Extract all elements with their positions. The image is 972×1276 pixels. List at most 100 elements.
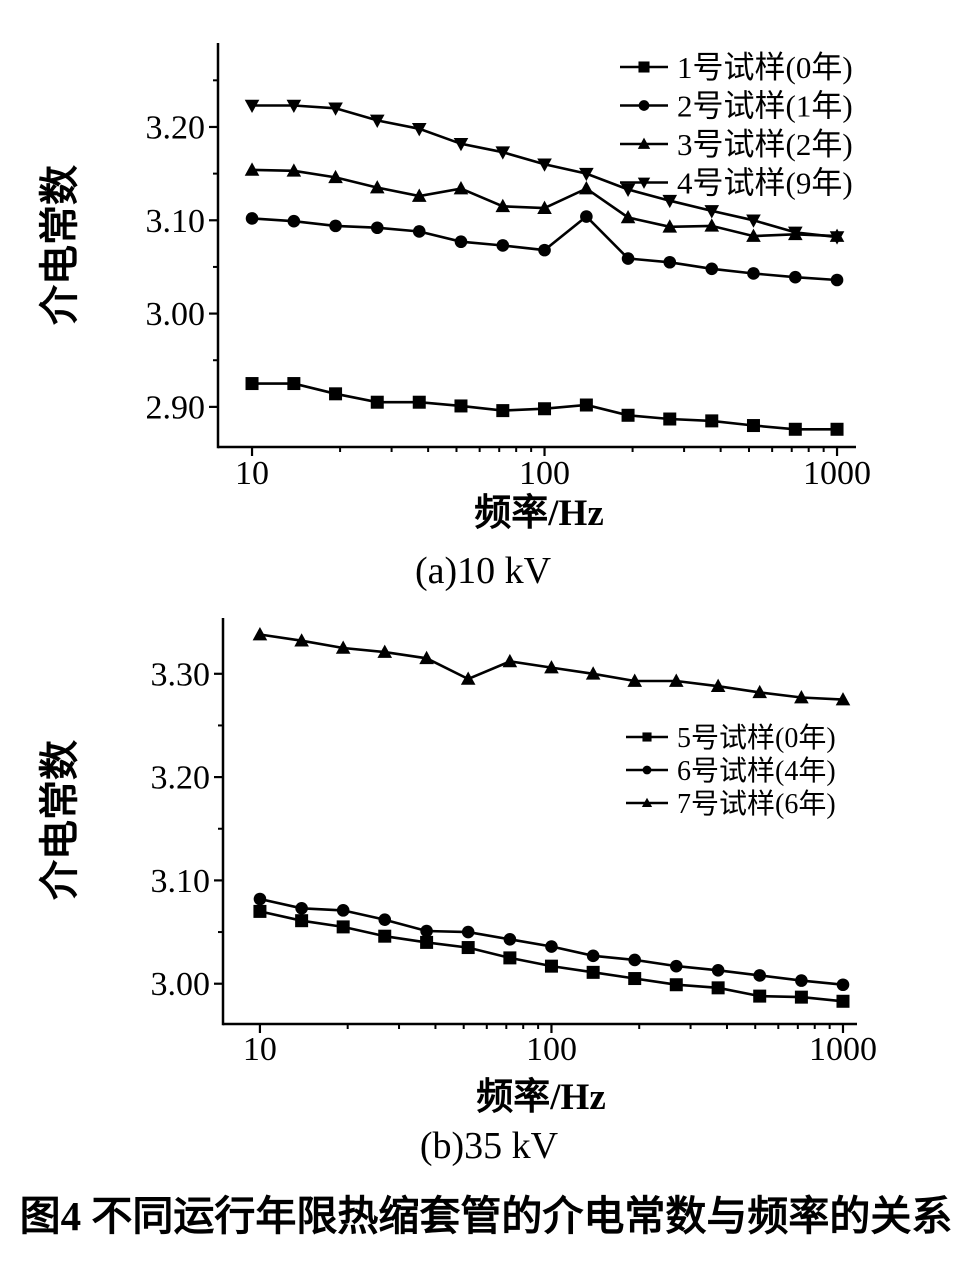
triangle-down-marker-series-4 (704, 205, 720, 219)
triangle-down-marker-series-4 (411, 123, 427, 137)
circle-marker-series-2 (580, 210, 593, 223)
x-tick-label: 10 (243, 1031, 277, 1068)
legend-item-4: 4号试样(9年) (620, 165, 853, 200)
circle-marker-series-2 (836, 978, 850, 992)
circle-marker-series-2 (586, 949, 600, 963)
square-marker-series-1 (454, 399, 468, 413)
triangle-up-marker-series-3 (252, 627, 268, 641)
triangle-up-marker-series-3 (585, 666, 601, 680)
circle-marker-series-2 (503, 932, 517, 946)
legend-label: 4号试样(9年) (677, 165, 853, 200)
chart-a: 10 100 1000 2.90 3.00 3.10 3.20 1号试样(0年)2号试样(1年… (146, 43, 871, 492)
square-marker-series-1 (503, 951, 517, 965)
triangle-up-marker-series-3 (377, 644, 393, 658)
y-tick-label: 3.00 (146, 296, 206, 333)
circle-marker-series-2 (711, 963, 725, 977)
triangle-up-marker-series-3 (286, 163, 302, 177)
circle-marker-series-2 (545, 940, 558, 953)
triangle-up-marker-series-3 (244, 162, 260, 176)
square-marker-series-1 (788, 422, 802, 436)
circle-marker-series-2 (287, 214, 301, 228)
chart-b-y-axis-label: 介电常数 (37, 740, 82, 900)
triangle-up-marker-series-3 (579, 181, 594, 195)
circle-marker-series-2 (663, 255, 677, 269)
circle-marker-series-2 (420, 924, 433, 938)
triangle-up-marker-series-3 (662, 219, 678, 233)
circle-marker-series-2 (295, 901, 308, 915)
triangle-down-marker-series-4 (453, 137, 469, 152)
legend-label: 3号试样(2年) (677, 127, 853, 162)
chart-a-caption: (a)10 kV (414, 550, 552, 592)
square-marker-legend (638, 61, 650, 73)
square-marker-series-1 (794, 990, 808, 1004)
square-marker-series-1 (329, 387, 343, 401)
circle-marker-legend (638, 100, 650, 111)
square-marker-series-1 (586, 965, 600, 979)
triangle-down-marker-series-4 (746, 214, 761, 228)
triangle-down-marker-legend (637, 177, 651, 189)
chart-a-y-axis-label: 介电常数 (37, 165, 82, 325)
legend-item-1: 1号试样(0年) (620, 50, 853, 85)
circle-marker-series-2 (336, 904, 350, 917)
x-tick-label: 100 (526, 1031, 577, 1068)
square-marker-series-1 (544, 959, 558, 973)
triangle-up-marker-legend (637, 137, 651, 149)
triangle-up-marker-series-3 (544, 660, 559, 674)
square-marker-series-1 (663, 412, 677, 426)
triangle-up-marker-series-3 (335, 640, 351, 654)
legend-item-3: 3号试样(2年) (620, 127, 853, 162)
square-marker-series-1 (370, 395, 384, 409)
chart-b-caption: (b)35 kV (419, 1125, 559, 1167)
legend-label: 6号试样(4年) (677, 755, 836, 787)
square-marker-series-1 (711, 981, 725, 995)
x-tick-label: 1000 (803, 455, 871, 492)
triangle-up-marker-series-3 (627, 673, 643, 687)
triangle-down-marker-series-4 (579, 167, 594, 182)
x-tick-label: 10 (235, 455, 269, 492)
triangle-up-marker-series-3 (620, 209, 636, 224)
triangle-down-marker-series-4 (788, 226, 803, 240)
triangle-up-marker-series-3 (294, 633, 309, 647)
square-marker-series-1 (295, 914, 309, 928)
circle-marker-series-2 (461, 925, 475, 939)
square-marker-series-1 (412, 395, 426, 409)
triangle-up-marker-series-3 (453, 181, 469, 195)
chart-b: 10 100 1000 3.00 3.10 3.20 3.30 5号试样(0年)6号试样(4年… (151, 618, 877, 1068)
y-tick-label: 3.20 (146, 109, 206, 146)
square-marker-legend (642, 732, 652, 742)
legend-label: 7号试样(6年) (677, 788, 836, 820)
triangle-up-marker-series-3 (704, 218, 720, 232)
circle-marker-series-2 (621, 252, 635, 265)
y-tick-label: 3.10 (151, 863, 211, 900)
triangle-down-marker-series-4 (369, 114, 385, 128)
circle-marker-series-2 (795, 974, 808, 987)
square-marker-series-1 (830, 422, 844, 436)
y-tick-label: 3.30 (151, 656, 211, 693)
legend-item-3: 7号试样(6年) (626, 788, 836, 820)
triangle-down-marker-series-4 (829, 231, 845, 245)
chart-a-x-axis-label: 频率/Hz (474, 493, 604, 534)
triangle-up-marker-series-3 (495, 198, 511, 213)
triangle-down-marker-series-4 (620, 183, 636, 197)
legend-item-1: 5号试样(0年) (626, 722, 836, 754)
circle-marker-series-2 (245, 212, 259, 225)
square-marker-series-1 (245, 377, 259, 391)
square-marker-series-1 (621, 408, 635, 422)
square-marker-series-1 (461, 941, 475, 955)
square-marker-series-1 (746, 419, 760, 433)
y-tick-label: 2.90 (146, 389, 206, 426)
legend-label: 1号试样(0年) (677, 50, 853, 85)
square-marker-series-1 (253, 904, 267, 918)
square-marker-series-1 (705, 414, 719, 428)
triangle-down-marker-series-4 (244, 99, 260, 114)
square-marker-series-1 (336, 920, 350, 934)
triangle-up-marker-series-3 (419, 650, 434, 665)
circle-marker-series-2 (496, 239, 510, 252)
triangle-up-marker-series-3 (835, 692, 851, 706)
triangle-down-marker-series-4 (537, 158, 552, 172)
square-marker-series-1 (628, 972, 642, 986)
circle-marker-series-2 (329, 219, 342, 233)
circle-marker-series-2 (830, 273, 844, 287)
circle-marker-series-2 (253, 892, 267, 906)
